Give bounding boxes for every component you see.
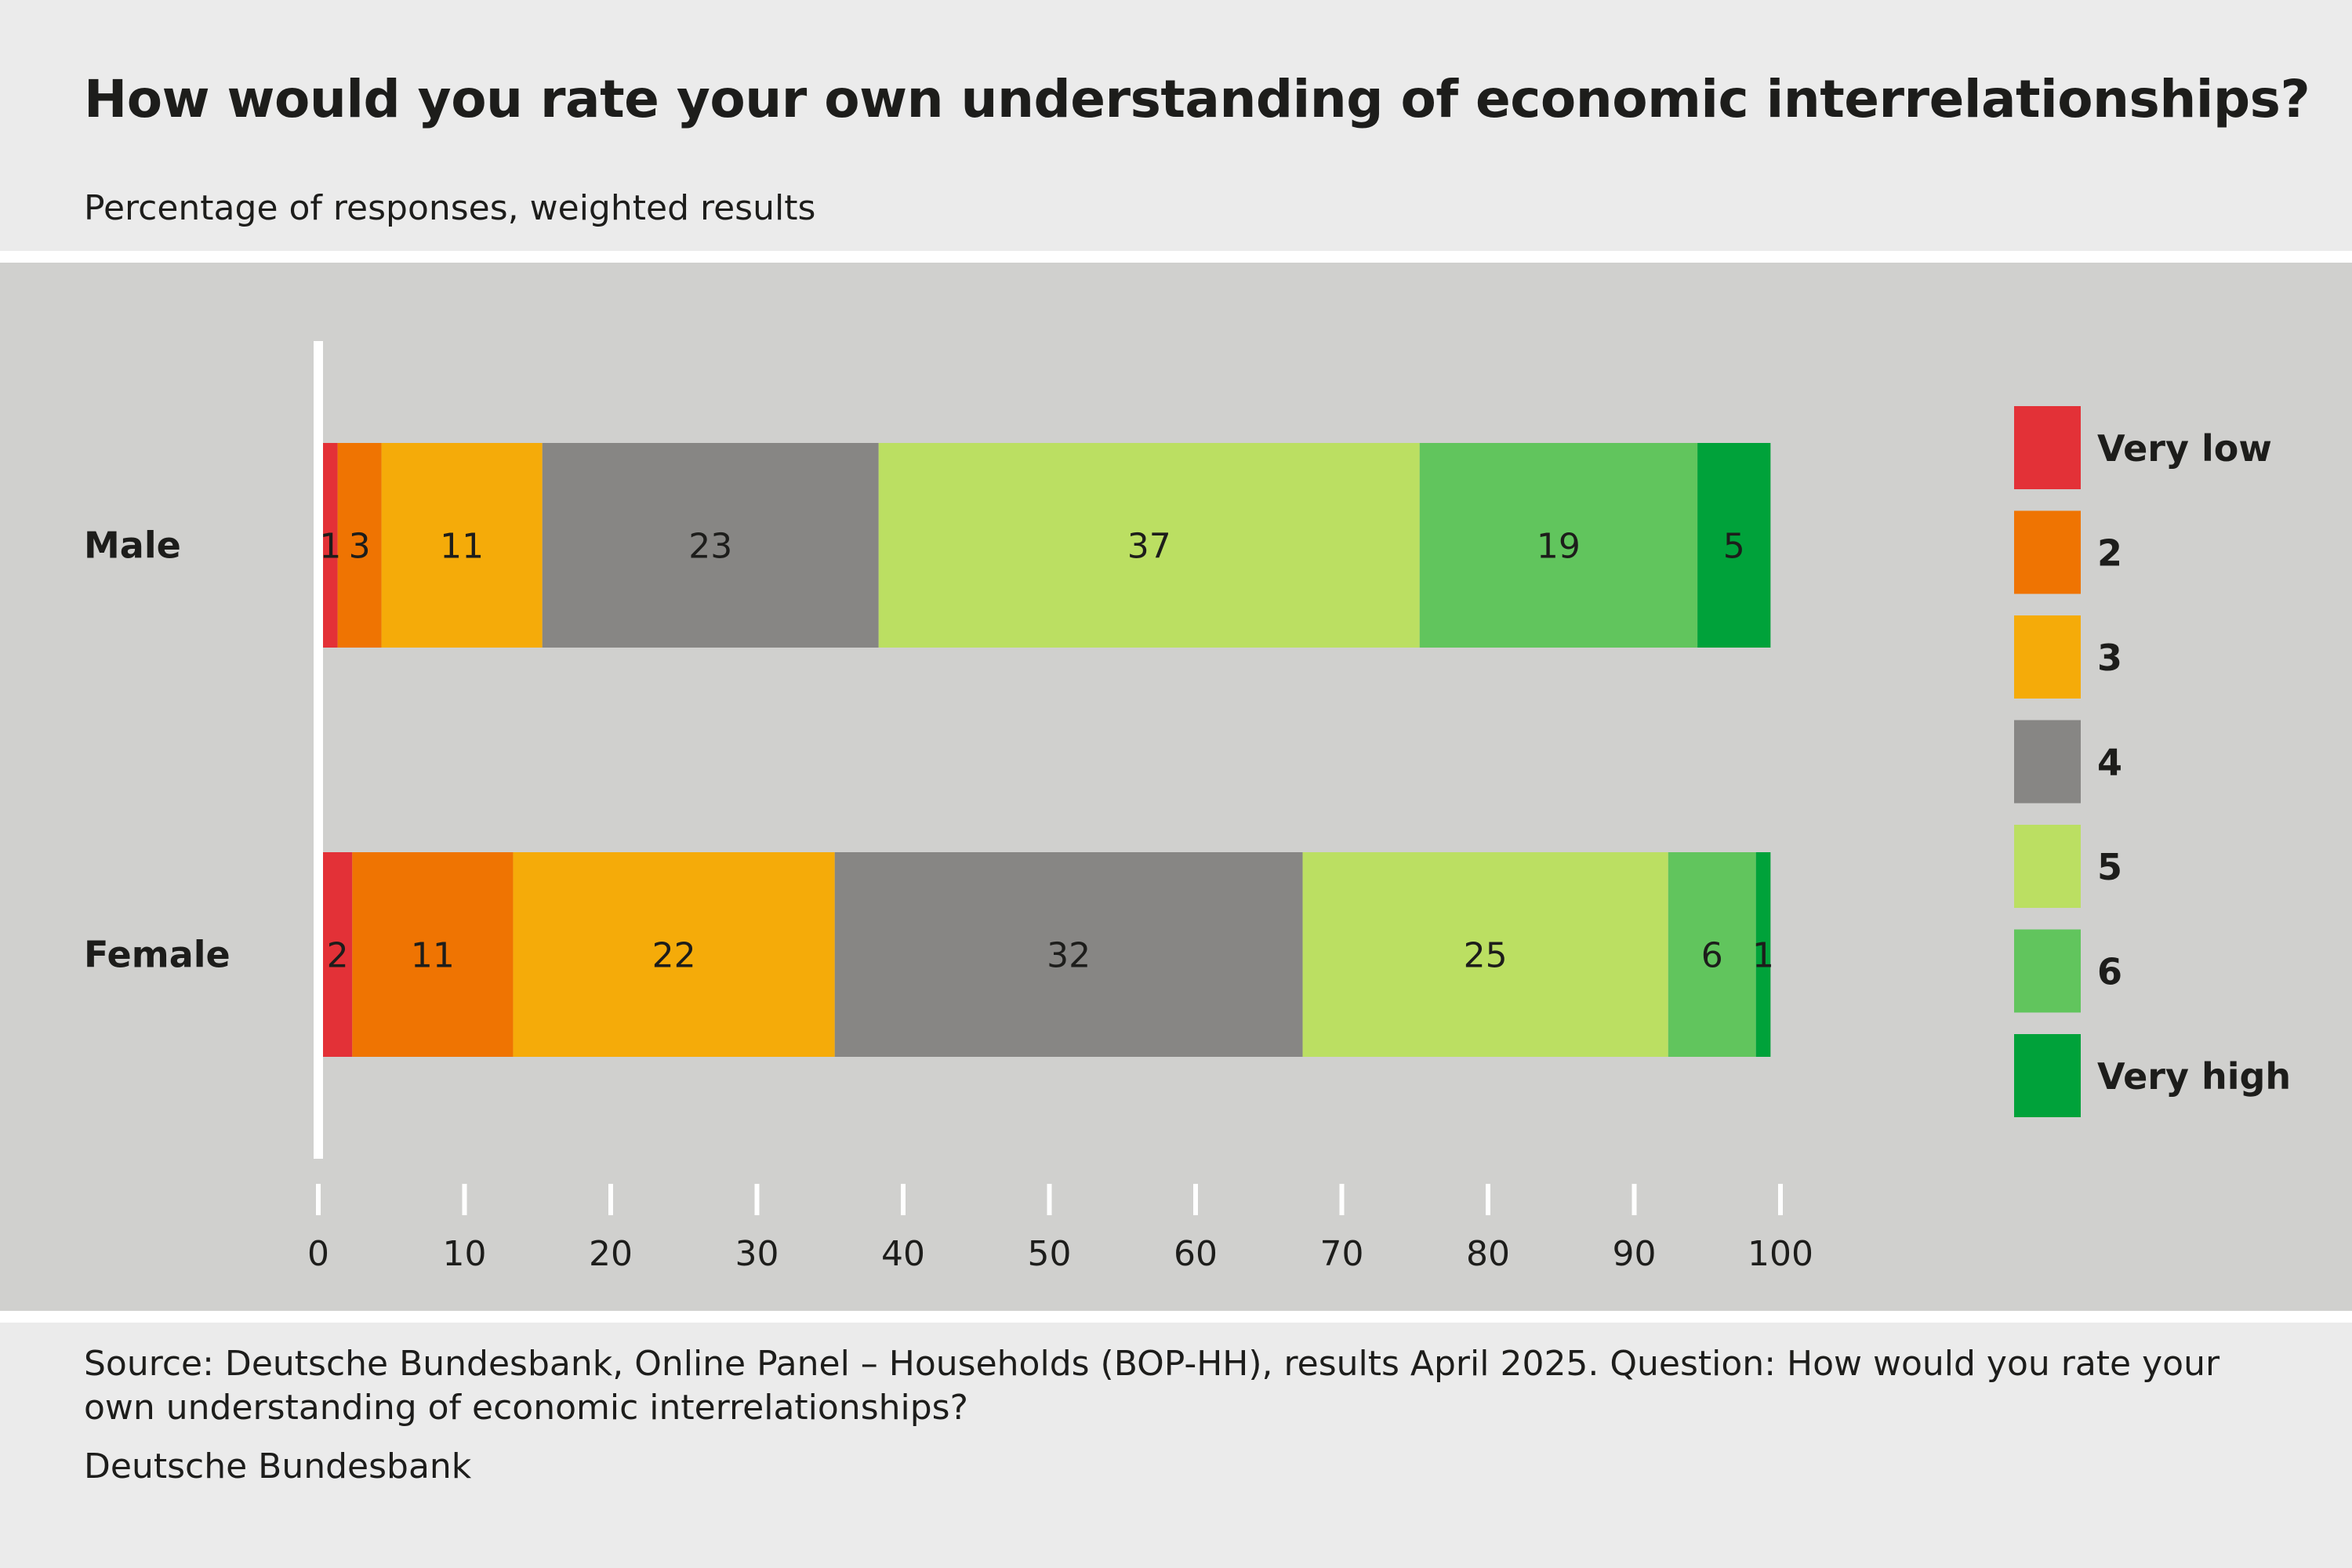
value-label: 19 — [1537, 527, 1581, 567]
chart-subtitle: Percentage of responses, weighted result… — [84, 188, 816, 228]
value-label: 11 — [411, 936, 455, 976]
value-label: 2 — [327, 936, 349, 976]
bar-segment-male-5 — [878, 443, 1420, 648]
value-label: 6 — [1701, 936, 1723, 976]
publisher: Deutsche Bundesbank — [84, 1446, 472, 1486]
x-tick-label: 40 — [881, 1234, 925, 1274]
x-tick-mark — [901, 1184, 906, 1215]
x-tick-mark — [754, 1184, 760, 1215]
value-labels-group: 1 3 11 23 37 19 52 11 22 32 25 6 1 — [319, 527, 1774, 976]
x-tick-label: 20 — [589, 1234, 633, 1274]
x-tick-label: 80 — [1466, 1234, 1510, 1274]
top-divider — [0, 251, 2352, 263]
legend-swatch — [2014, 406, 2081, 489]
x-tick-mark — [1339, 1184, 1345, 1215]
legend-swatch — [2014, 615, 2081, 699]
legend-label: 4 — [2097, 742, 2122, 784]
x-tick-mark — [1193, 1184, 1198, 1215]
x-tick-mark — [1778, 1184, 1783, 1215]
x-tick-mark — [608, 1184, 613, 1215]
value-label: 32 — [1047, 936, 1091, 976]
bar-segment-male-3 — [381, 443, 543, 648]
bar-segment-female-2 — [352, 852, 514, 1057]
legend: Very low 2 3 4 5 6 Very high — [2014, 406, 2291, 1117]
legend-swatch — [2014, 929, 2081, 1013]
x-tick-label: 90 — [1613, 1234, 1657, 1274]
x-tick-label: 10 — [443, 1234, 487, 1274]
x-tick-mark — [1632, 1184, 1637, 1215]
bar-segment-female-4 — [834, 852, 1303, 1057]
legend-label: 3 — [2097, 637, 2122, 679]
value-label: 1 — [1752, 936, 1774, 976]
value-label: 22 — [652, 936, 696, 976]
bar-segment-male-very-low — [323, 443, 338, 648]
chart-panel: 1 3 11 23 37 19 5 2 11 22 32 25 6 1 Male Female 0 10 20 3… — [0, 263, 2352, 1311]
chart-title: How would you rate your own understandin… — [84, 69, 2310, 129]
source-note: Source: Deutsche Bundesbank, Online Pane… — [84, 1344, 2220, 1428]
x-tick-mark — [316, 1184, 321, 1215]
chart-header: How would you rate your own understandin… — [0, 0, 2352, 251]
x-tick-label: 0 — [307, 1234, 329, 1274]
category-label-female: Female — [84, 934, 230, 976]
x-tick-label: 30 — [735, 1234, 779, 1274]
value-label: 5 — [1723, 527, 1745, 567]
bar-segment-female-3 — [513, 852, 835, 1057]
value-label: 23 — [688, 527, 732, 567]
bar-segment-male-2 — [337, 443, 382, 648]
bar-segment-male-6 — [1419, 443, 1698, 648]
bar-segment-female-very-low — [323, 852, 353, 1057]
value-label: 25 — [1464, 936, 1508, 976]
legend-label: 5 — [2097, 846, 2122, 888]
legend-swatch — [2014, 510, 2081, 594]
legend-swatch — [2014, 720, 2081, 804]
legend-swatch — [2014, 1034, 2081, 1117]
x-axis-ticks-group: 0 10 20 30 40 50 60 70 80 90 100 — [307, 1184, 1813, 1274]
x-tick-label: 50 — [1028, 1234, 1072, 1274]
legend-swatch — [2014, 825, 2081, 908]
x-tick-label: 100 — [1748, 1234, 1813, 1274]
bars-group — [323, 443, 1771, 1057]
legend-label: Very high — [2097, 1055, 2291, 1098]
bar-segment-female-very-high — [1755, 852, 1771, 1057]
category-labels-group: Male Female — [84, 524, 230, 976]
bottom-divider — [0, 1311, 2352, 1323]
chart-footer: Source: Deutsche Bundesbank, Online Pane… — [0, 1323, 2352, 1568]
x-tick-label: 60 — [1174, 1234, 1218, 1274]
x-tick-label: 70 — [1320, 1234, 1364, 1274]
bar-segment-female-5 — [1302, 852, 1668, 1057]
legend-label: 2 — [2097, 532, 2122, 575]
x-tick-mark — [462, 1184, 467, 1215]
value-label: 11 — [440, 527, 484, 567]
x-tick-mark — [1047, 1184, 1052, 1215]
category-label-male: Male — [84, 524, 181, 567]
x-tick-mark — [1486, 1184, 1490, 1215]
bar-segment-male-very-high — [1697, 443, 1771, 648]
value-label: 3 — [349, 527, 371, 567]
value-label: 37 — [1127, 527, 1171, 567]
y-axis-line — [314, 341, 323, 1159]
legend-label: Very low — [2097, 427, 2272, 470]
bar-segment-female-6 — [1668, 852, 1756, 1057]
legend-label: 6 — [2097, 951, 2122, 993]
bar-segment-male-4 — [542, 443, 879, 648]
